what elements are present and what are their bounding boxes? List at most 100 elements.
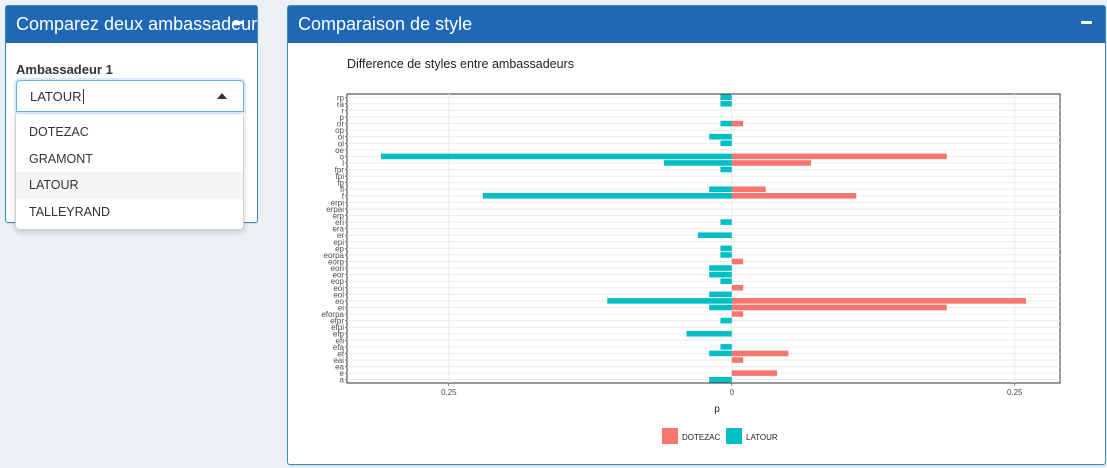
bar-latour-ef [709,350,732,357]
bar-dotezac-ef [731,350,789,357]
y-tick-label: erpai [326,205,344,214]
bar-latour-efpr [720,317,732,324]
y-tick-label: eor [332,271,344,280]
ambassador-1-label: Ambassadeur 1 [16,62,113,77]
y-tick-label: eforpa [321,310,344,319]
y-tick-label: p [340,113,345,122]
option-dotezac[interactable]: DOTEZAC [29,125,89,140]
chart-title: Difference de styles entre ambassadeurs [347,57,574,71]
y-tick-label: efpi [331,323,344,332]
y-tick-label: erpi [331,198,345,207]
bar-latour-f [482,193,732,199]
y-tick-label: efpr [330,317,344,326]
y-tick-label: ol [338,139,344,148]
bar-dotezac-eoi [731,284,744,291]
bar-latour-eori [709,265,732,271]
bar-latour-or [720,120,732,127]
bar-latour-eorpa [720,252,732,258]
y-tick-label: fpr [335,166,345,175]
bar-latour-l [663,160,732,166]
bar-latour-fpr [720,166,732,173]
bar-latour-eop [720,278,732,284]
bar-latour-efa [720,344,732,350]
y-tick-label: ra [337,100,345,109]
bar-dotezac-or [731,120,744,127]
chevron-up-icon[interactable] [217,93,227,99]
bar-latour-eol [709,291,732,298]
style-difference-chart: Difference de styles entre ambassadeurs … [321,57,1061,444]
bar-latour-fl [709,186,732,193]
bar-dotezac-eo [731,298,1027,304]
ambassador-1-value: LATOUR [30,88,82,104]
legend-swatch-latour [726,428,742,444]
y-tick-label: efa [333,343,345,352]
y-tick-label: fpi [336,172,345,181]
y-tick-label: efi [336,336,345,345]
x-tick-label: 0 [730,388,735,397]
bar-latour-eor [709,271,732,278]
y-tick-label: era [332,225,344,234]
bar-latour-er [697,232,732,239]
y-tick-label: op [335,126,344,135]
collapse-icon[interactable] [229,13,247,31]
bar-dotezac-f [731,193,857,199]
x-tick-label: 0.25 [441,388,457,397]
legend-label-latour: LATOUR [746,433,778,442]
bar-latour-ol [720,140,732,147]
y-tick-label: ei [338,303,344,312]
option-talleyrand[interactable]: TALLEYRAND [29,204,111,219]
y-tick-label: ea [335,363,344,372]
bar-dotezac-fl [731,186,766,193]
ambassador-1-select[interactable]: LATOUR [16,80,244,112]
plot-panel [346,93,1061,384]
y-tick-label: eoi [333,284,344,293]
bar-latour-o [380,153,732,160]
y-tick-label: a [340,376,345,385]
y-tick-label: e [340,369,345,378]
bar-latour-ei [709,304,732,311]
bar-latour-eo [607,298,732,304]
y-tick-label: ef [337,349,344,358]
bar-latour-rp [720,94,732,101]
y-tick-label: eol [333,290,344,299]
legend-label-dotezac: DOTEZAC [682,433,720,442]
y-tick-label: efp [333,330,345,339]
y-tick-label: fp [337,179,344,188]
y-tick-label: ep [335,244,344,253]
collapse-icon[interactable] [1077,13,1095,31]
bar-dotezac-o [731,153,947,160]
y-tick-label: r [341,106,344,115]
ambassador-1-dropdown: DOTEZAC GRAMONT LATOUR TALLEYRAND [15,115,244,230]
bar-latour-ep [720,245,732,252]
option-gramont[interactable]: GRAMONT [29,151,93,166]
chart-legend: DOTEZAC LATOUR [662,428,778,444]
y-tick-label: f [342,192,345,201]
y-tick-label: erp [332,212,344,221]
bar-latour-oi [709,133,732,140]
legend-swatch-dotezac [662,428,678,444]
style-comparison-title: Comparaison de style [298,14,473,34]
y-tick-label: eo [335,297,344,306]
style-comparison-panel: Comparaison de style Difference de style… [287,5,1106,465]
y-tick-label: rp [337,93,345,102]
bar-dotezac-eai [731,357,744,363]
bar-latour-efp [686,330,732,337]
bar-dotezac-eorp [731,258,744,265]
bar-latour-ra [720,101,732,107]
bar-latour-a [709,376,732,383]
y-tick-label: l [342,159,344,168]
y-tick-label: eri [335,218,344,227]
y-tick-label: oi [338,133,344,142]
x-tick-label: 0.25 [1007,388,1023,397]
y-tick-label: fl [340,185,344,194]
y-tick-label: eorpa [324,251,345,260]
x-axis-label: p [714,404,720,415]
option-latour[interactable]: LATOUR [16,172,243,199]
bar-dotezac-ei [731,304,947,311]
y-tick-label: eori [331,264,345,273]
y-tick-label: o [340,152,345,161]
y-tick-label: eai [333,356,344,365]
text-cursor [82,88,84,104]
y-tick-label: epi [333,238,344,247]
bar-dotezac-eforpa [731,311,744,317]
